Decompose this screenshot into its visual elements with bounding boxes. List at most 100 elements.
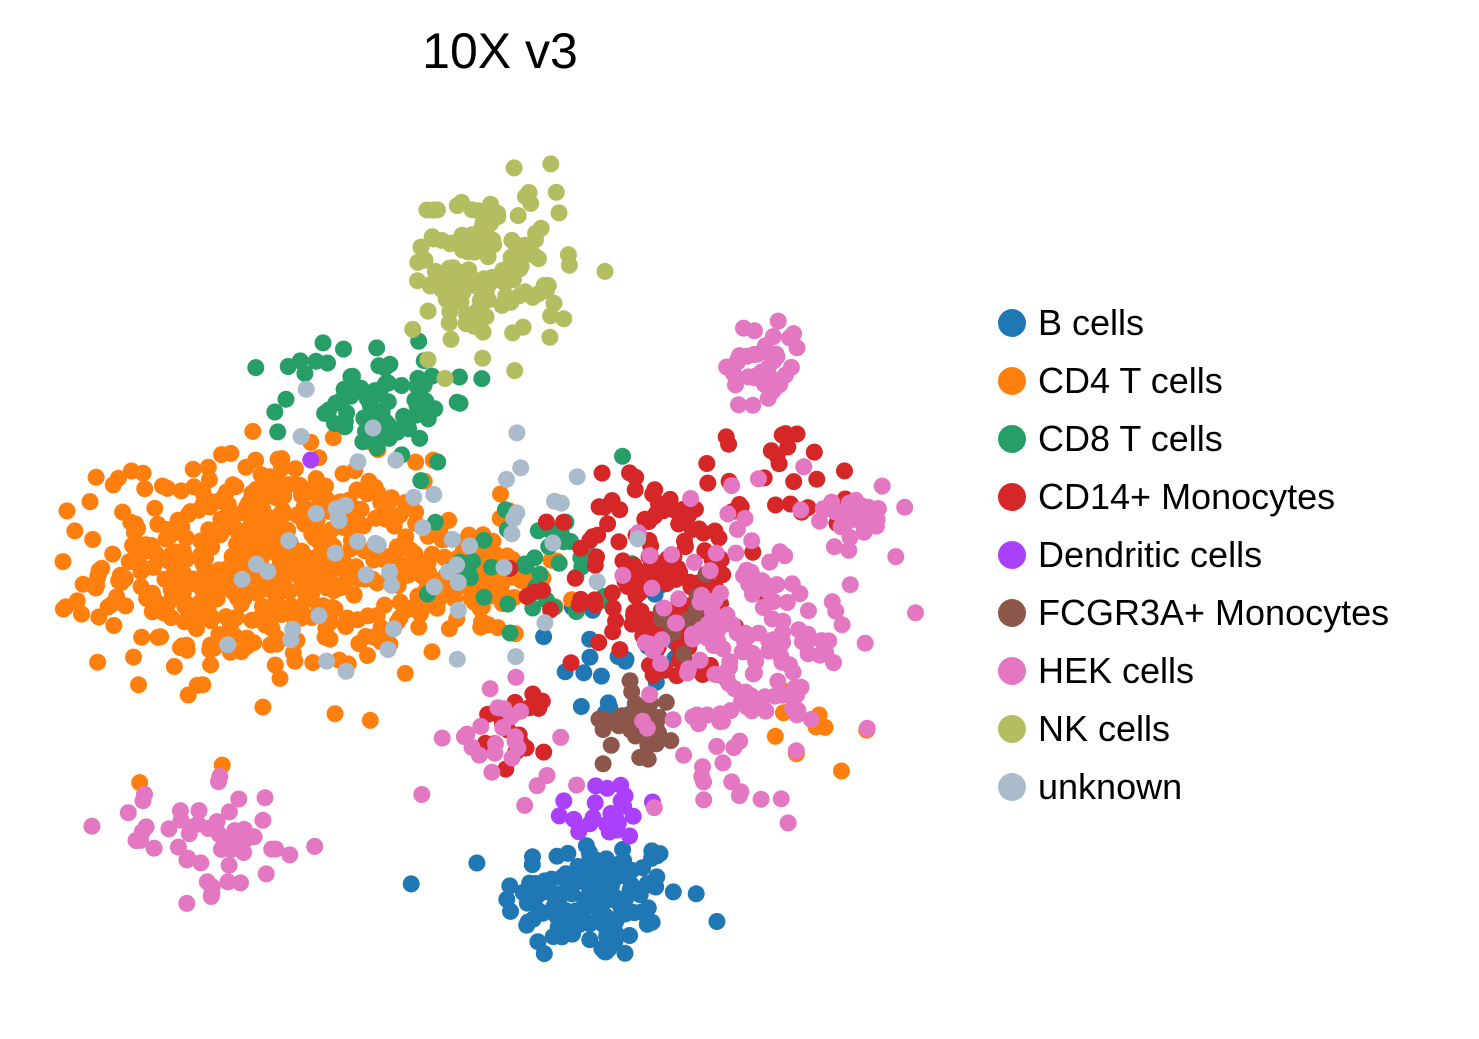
point-hek-cells [83,817,101,835]
point-cd8-t-cells [501,624,519,642]
point-hek-cells [634,712,652,730]
legend-item-cd4-t-cells: CD4 T cells [998,352,1389,410]
point-hek-cells [169,838,187,856]
point-cd8-t-cells [429,453,447,471]
point-cd4-t-cells [133,628,151,646]
point-nk-cells [510,287,528,305]
point-hek-cells [774,686,792,704]
legend-marker-cd8-t-cells [998,425,1026,453]
point-hek-cells [869,500,887,518]
point-unknown [449,574,467,591]
point-b-cells [623,861,641,879]
point-fcgr3a-monocytes [639,750,657,768]
point-hek-cells [211,768,229,785]
point-hek-cells [641,686,659,703]
point-cd4-t-cells [68,592,86,610]
point-cd14-monocytes [656,568,674,586]
point-hek-cells [178,894,196,912]
point-hek-cells [190,802,208,820]
point-nk-cells [448,197,466,215]
point-b-cells [592,667,610,685]
point-nk-cells [416,251,434,269]
legend-marker-unknown [998,773,1026,801]
point-hek-cells [232,874,249,892]
point-cd4-t-cells [203,538,221,556]
point-unknown [498,470,515,488]
point-hek-cells [725,739,743,757]
point-b-cells [664,883,682,901]
point-cd14-monocytes [785,473,803,491]
point-cd14-monocytes [604,623,622,641]
legend-marker-fcgr3a-monocytes [998,599,1026,627]
point-hek-cells [773,653,791,671]
point-cd4-t-cells [264,602,282,620]
point-cd14-monocytes [593,464,611,482]
point-cd4-t-cells [286,460,304,478]
point-fcgr3a-monocytes [626,695,644,713]
point-cd4-t-cells [326,705,344,723]
point-hek-cells [568,776,586,794]
point-fcgr3a-monocytes [675,645,693,663]
point-cd4-t-cells [492,485,509,503]
point-cd4-t-cells [244,422,262,440]
point-b-cells [616,905,634,923]
point-cd8-t-cells [482,558,500,576]
point-cd4-t-cells [111,566,129,584]
point-cd4-t-cells [104,545,122,563]
point-cd4-t-cells [81,493,99,511]
point-nk-cells [425,230,443,248]
point-nk-cells [418,201,436,219]
point-cd8-t-cells [408,377,426,395]
point-cd8-t-cells [393,377,411,394]
point-nk-cells [479,205,497,223]
point-cd4-t-cells [122,462,140,480]
point-cd4-t-cells [54,600,72,618]
point-nk-cells [512,257,530,275]
point-cd4-t-cells [89,568,107,586]
point-unknown [495,559,513,577]
point-unknown [337,662,355,680]
point-cd8-t-cells [423,401,441,419]
point-nk-cells [505,159,523,177]
point-hek-cells [735,567,752,585]
legend-item-fcgr3a-monocytes: FCGR3A+ Monocytes [998,584,1389,642]
point-cd4-t-cells [396,664,414,682]
point-nk-cells [497,287,515,305]
point-cd8-t-cells [314,334,332,352]
point-hek-cells [199,820,217,837]
legend-marker-hek-cells [998,657,1026,685]
point-hek-cells [433,729,451,747]
point-unknown [449,601,467,619]
point-cd4-t-cells [166,560,183,578]
point-cd14-monocytes [586,556,604,574]
point-nk-cells [560,256,578,274]
point-cd4-t-cells [360,472,378,490]
point-hek-cells [231,822,249,840]
scatter-points [54,155,924,963]
point-hek-cells [732,783,750,801]
legend-label-cd8-t-cells: CD8 T cells [1038,418,1223,459]
point-b-cells [639,899,657,917]
point-cd4-t-cells [303,586,320,604]
point-cd4-t-cells [275,487,293,505]
point-fcgr3a-monocytes [621,672,639,690]
point-hek-cells [727,544,745,562]
point-cd14-monocytes [646,481,664,499]
point-nk-cells [440,314,458,332]
point-fcgr3a-monocytes [602,736,620,754]
point-dendritic-cells [586,794,604,812]
point-cd4-t-cells [766,727,784,745]
legend-label-nk-cells: NK cells [1038,708,1171,749]
point-hek-cells [847,491,865,509]
point-hek-cells [736,632,753,650]
point-cd4-t-cells [117,597,135,615]
point-nk-cells [440,259,458,277]
point-b-cells [548,907,566,925]
point-unknown [544,534,562,552]
point-hek-cells [744,396,762,414]
point-b-cells [535,945,553,963]
point-dendritic-cells [565,810,583,828]
point-cd14-monocytes [555,513,572,531]
point-hek-cells [306,837,324,855]
point-cd4-t-cells [337,618,355,635]
